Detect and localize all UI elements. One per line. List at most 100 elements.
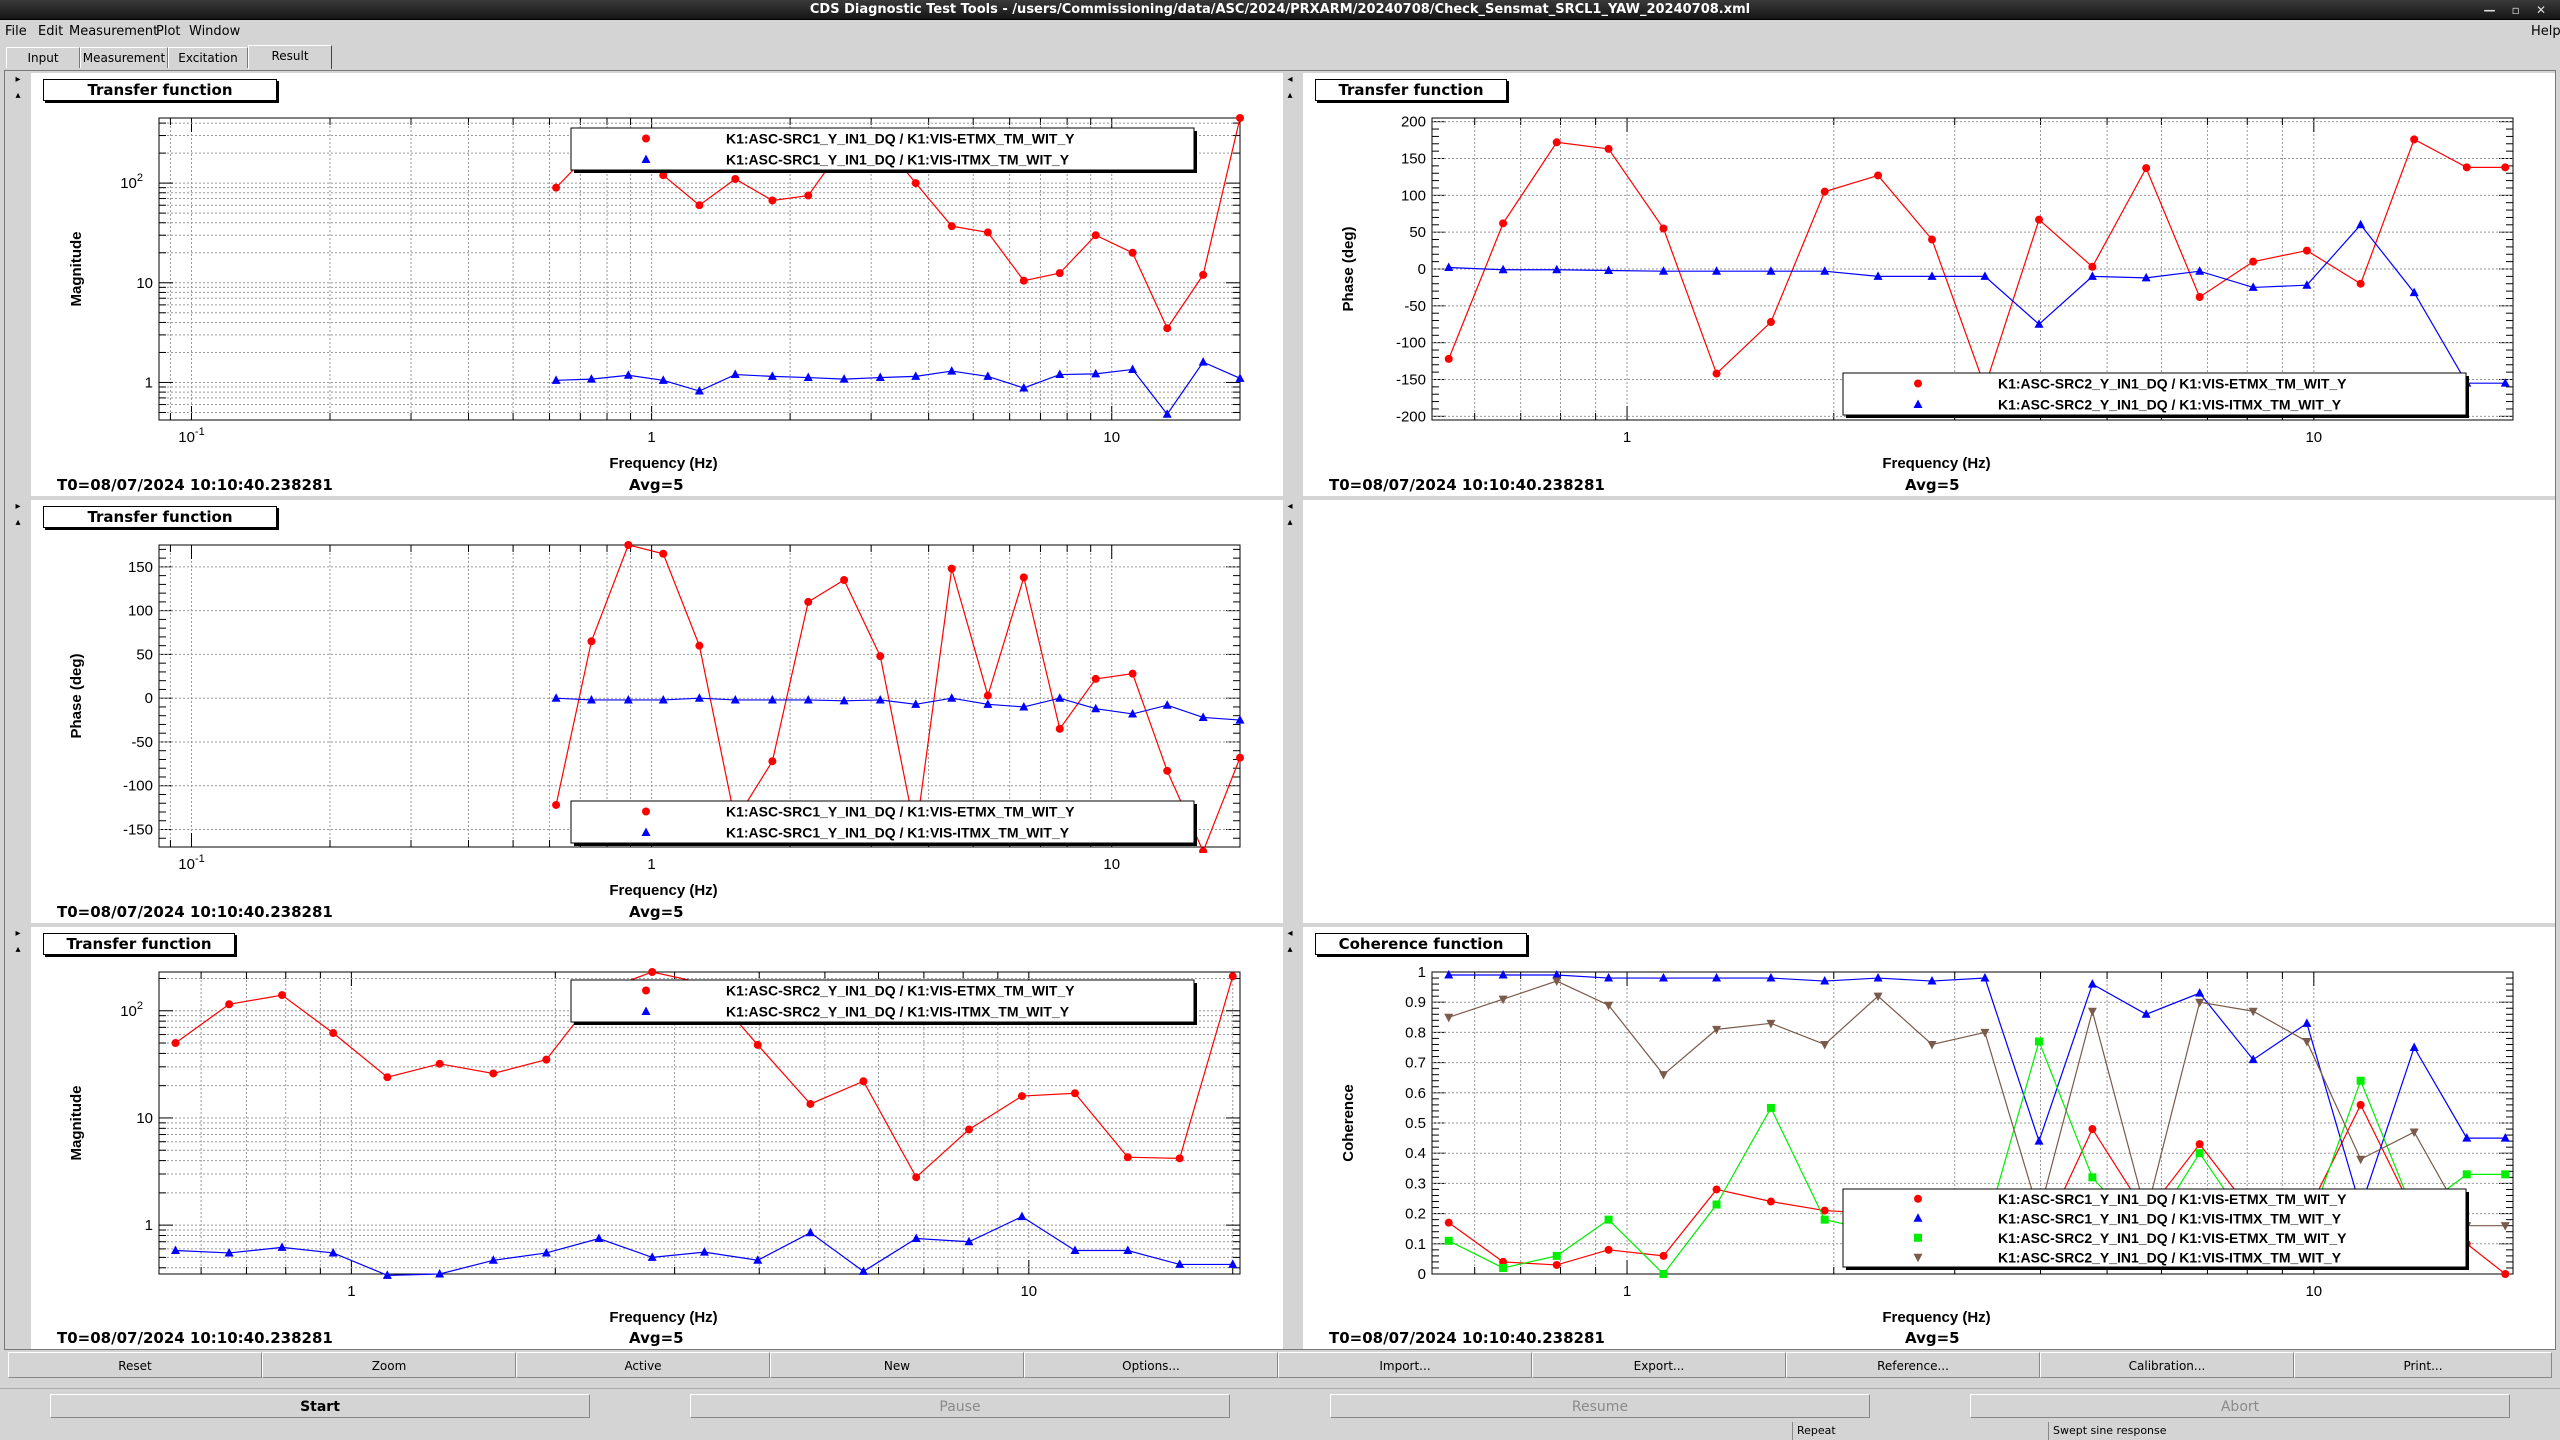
reset-button[interactable]: Reset [8,1352,262,1378]
x-axis-label: Frequency (Hz) [609,1309,717,1326]
scroll-up-arrow-icon[interactable]: ▴ [1287,90,1293,101]
resume-button[interactable]: Resume [1330,1394,1870,1418]
data-point [1766,318,1775,327]
scroll-right-arrow-icon[interactable]: ◂ [1287,928,1293,939]
data-point [2248,1007,2258,1017]
data-point [2195,988,2205,997]
y-axis-label: Phase (deg) [68,653,85,738]
scroll-up-arrow-icon[interactable]: ▸ [15,74,21,85]
import-button[interactable]: Import... [1278,1352,1532,1378]
data-point [2302,280,2312,289]
tick-labels: 10-1 1 10 1 10 102 [120,172,1120,446]
t0-timestamp: T0=08/07/2024 10:10:40.238281 [57,1329,333,1347]
print-button[interactable]: Print... [2294,1352,2552,1378]
data-point [947,564,956,573]
scroll-up-arrow-icon[interactable]: ▴ [15,944,21,955]
data-point [1820,1215,1829,1224]
menu-edit[interactable]: Edit [38,24,64,39]
data-point [1228,1259,1238,1268]
data-point [983,228,992,237]
zoom-button[interactable]: Zoom [262,1352,516,1378]
y-tick-label: 0 [1418,261,1426,278]
data-point [859,1077,868,1086]
t0-timestamp: T0=08/07/2024 10:10:40.238281 [57,476,333,494]
data-point [1658,1071,1668,1080]
series-line [556,697,1241,721]
x-axis-label: Frequency (Hz) [609,882,717,899]
data-point [1499,1257,1508,1266]
scroll-right-arrow-icon[interactable]: ◂ [1287,74,1293,85]
scroll-right-arrow-icon[interactable]: ▸ [15,501,21,512]
legend-entry: K1:ASC-SRC2_Y_IN1_DQ / K1:VIS-ITMX_TM_WI… [726,1004,1070,1020]
menu-help[interactable]: Help [2531,24,2560,39]
data-point [912,1173,921,1182]
pad-title: Transfer function [43,79,277,101]
legend-entry: K1:ASC-SRC2_Y_IN1_DQ / K1:VIS-ETMX_TM_WI… [1998,1230,2347,1246]
tab-input[interactable]: Input [6,47,80,68]
data-point [658,694,668,704]
options-button[interactable]: Options... [1024,1352,1278,1378]
data-point [1055,269,1064,278]
data-point [1091,368,1101,378]
data-point [1927,1040,1937,1050]
new-button[interactable]: New [770,1352,1024,1378]
data-point [1499,1263,1508,1272]
y-tick-label: 1 [145,374,153,391]
data-point [1604,1001,1614,1011]
data-point [2409,1042,2419,1051]
reference-button[interactable]: Reference... [1786,1352,2040,1378]
data-point [1914,379,1922,388]
data-point [803,372,813,382]
chart-src1-magnitude: 10-1 1 10 1 10 102 Frequency (Hz) Magnitude K1:A… [68,114,1245,472]
data-point [1128,364,1138,373]
pause-button[interactable]: Pause [690,1394,1230,1418]
y-tick-label: 150 [128,559,153,576]
tab-excitation[interactable]: Excitation [168,47,248,68]
data-point [1604,1215,1613,1224]
scroll-up-arrow-icon[interactable]: ▴ [15,517,21,528]
y-tick-label: 0.8 [1405,1024,1426,1041]
menu-measurement[interactable]: Measurement [69,24,159,39]
tab-measurement[interactable]: Measurement [80,47,168,68]
scroll-right-arrow-icon[interactable]: ◂ [1287,501,1293,512]
calibration-button[interactable]: Calibration... [2040,1352,2294,1378]
data-point [1235,715,1245,724]
export-button[interactable]: Export... [1532,1352,1786,1378]
data-point [224,1247,234,1257]
data-point [753,1255,763,1264]
scroll-up-arrow-icon[interactable]: ▴ [15,90,21,101]
data-point [2462,1133,2472,1142]
data-point [2500,1133,2510,1142]
legend: K1:ASC-SRC1_Y_IN1_DQ / K1:VIS-ETMX_TM_WI… [570,800,1197,846]
legend-entry: K1:ASC-SRC2_Y_IN1_DQ / K1:VIS-ITMX_TM_WI… [1998,1249,2342,1265]
scroll-up-arrow-icon[interactable]: ▴ [1287,517,1293,528]
menu-window[interactable]: Window [189,24,241,39]
window-controls[interactable]: — ▫ ✕ [2483,3,2552,17]
data-point [624,541,633,549]
data-point [911,179,920,188]
x-tick-label: 1 [347,1283,355,1300]
scroll-up-arrow-icon[interactable]: ▴ [1287,944,1293,955]
menu-file[interactable]: File [5,24,27,39]
abort-button[interactable]: Abort [1970,1394,2510,1418]
menu-plot[interactable]: Plot [156,24,181,39]
data-point [730,369,740,379]
data-point [1914,1194,1922,1203]
data-point [552,800,561,809]
data-point [695,641,704,650]
tab-result[interactable]: Result [248,45,332,69]
y-tick-label: -50 [1404,298,1426,315]
data-point [2141,1009,2151,1018]
start-button[interactable]: Start [50,1394,590,1418]
scroll-right-arrow-icon[interactable]: ▸ [15,928,21,939]
data-point [1162,409,1172,418]
data-point [587,637,596,646]
data-point [641,154,651,163]
data-point [659,171,668,180]
data-point [2195,1140,2204,1149]
data-point [1604,973,1614,982]
data-point [2034,1136,2044,1145]
data-point [753,1040,762,1049]
y-tick-label: 1 [1418,964,1426,981]
active-button[interactable]: Active [516,1352,770,1378]
